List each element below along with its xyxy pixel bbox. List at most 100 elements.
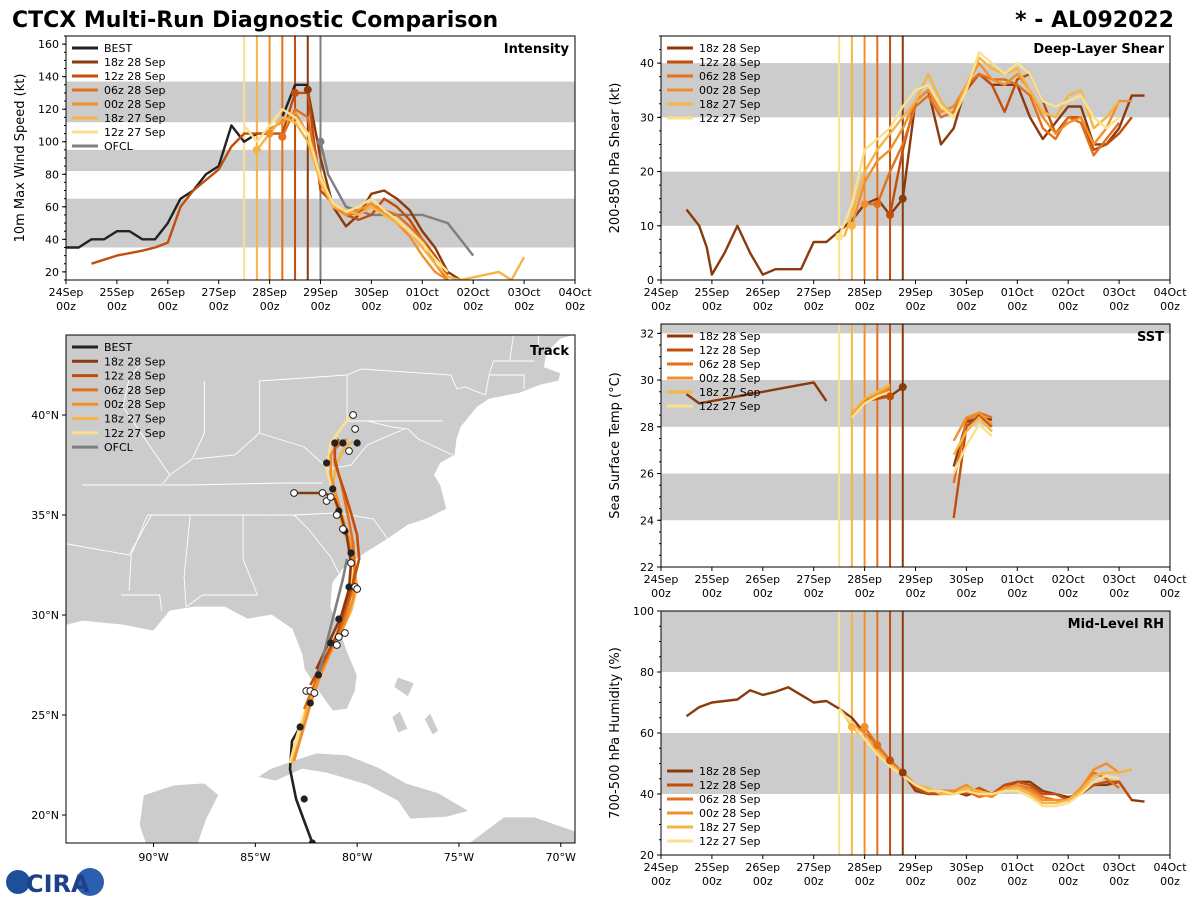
y-tick-label: 100 — [633, 605, 654, 618]
x-tick-label: 30Sep — [949, 861, 984, 874]
x-tick-label: 25Sep — [695, 286, 730, 299]
forecast-track-point — [349, 411, 357, 419]
x-tick-label: 00z — [1058, 587, 1078, 600]
legend-label: 18z 28 Sep — [104, 56, 166, 69]
x-tick-label: 04Oct — [1153, 286, 1187, 299]
forecast-track-point — [341, 629, 349, 637]
y-tick-label: 60 — [45, 201, 59, 214]
x-tick-label: 00z — [753, 587, 773, 600]
land-shape — [138, 782, 220, 843]
land-shape — [391, 710, 409, 734]
legend-label: 18z 27 Sep — [699, 98, 761, 111]
legend-label: 06z 28 Sep — [699, 793, 761, 806]
x-tick-label: 30Sep — [354, 286, 389, 299]
x-tick-label: 00z — [463, 300, 483, 313]
x-tick-label: 00z — [311, 300, 331, 313]
x-tick-label: 25Sep — [100, 286, 135, 299]
y-tick-label: 35°N — [31, 509, 59, 522]
forecast-track-point — [347, 559, 355, 567]
forecast-track-point — [351, 425, 360, 433]
y-tick-label: 80 — [45, 168, 59, 181]
best-track-point — [331, 439, 339, 447]
x-tick-label: 00z — [1160, 300, 1180, 313]
legend-label: 06z 28 Sep — [104, 384, 166, 397]
axes-frame — [65, 334, 576, 844]
series-marker — [847, 221, 856, 230]
state-border — [128, 514, 148, 592]
x-tick-label: 00z — [702, 875, 722, 888]
x-tick-label: 00z — [957, 587, 977, 600]
y-tick-label: 160 — [38, 38, 59, 51]
x-tick-label: 00z — [702, 587, 722, 600]
x-tick-label: 29Sep — [898, 861, 933, 874]
x-tick-label: 00z — [1109, 587, 1129, 600]
y-tick-label: 20 — [640, 166, 654, 179]
x-tick-label: 00z — [565, 300, 585, 313]
forecast-track-point — [332, 511, 341, 519]
x-tick-label: 00z — [702, 300, 722, 313]
series-line — [269, 111, 449, 280]
shaded-band — [661, 380, 1170, 427]
x-tick-label: 02Oct — [457, 286, 491, 299]
panel-track: 90°W 85°W 80°W 75°W 70°W 20°N 25°N 30°N 35°N 40°N… — [31, 334, 576, 864]
x-tick-label: 24Sep — [644, 573, 679, 586]
forecast-track-point — [345, 447, 353, 455]
x-tick-label: 01Oct — [1001, 573, 1035, 586]
y-tick-label: 40 — [640, 57, 654, 70]
panel-shear: 01020304024Sep00z25Sep00z26Sep00z27Sep00… — [608, 35, 1187, 313]
x-tick-label: 00z — [753, 875, 773, 888]
legend-label: BEST — [104, 341, 132, 354]
x-tick-label: 02Oct — [1052, 573, 1086, 586]
series-marker — [252, 145, 261, 154]
series-marker — [886, 756, 895, 765]
x-tick-label: 28Sep — [847, 573, 882, 586]
x-tick-label: 24Sep — [49, 286, 84, 299]
y-tick-label: 25°N — [31, 709, 59, 722]
panel-sst: 22242628303224Sep00z25Sep00z26Sep00z27Se… — [608, 323, 1187, 600]
series-marker — [873, 200, 882, 209]
series-marker — [847, 722, 856, 731]
legend-label: 06z 28 Sep — [699, 70, 761, 83]
forecast-track-point — [310, 689, 319, 697]
series-marker — [886, 392, 895, 401]
series-marker — [860, 722, 869, 731]
series-marker — [886, 210, 895, 219]
x-tick-label: 00z — [412, 300, 432, 313]
best-track-point — [314, 671, 323, 679]
legend-label: 12z 27 Sep — [699, 112, 761, 125]
forecast-track-point — [353, 585, 362, 593]
x-tick-label: 01Oct — [1001, 286, 1035, 299]
x-tick-label: 30Sep — [949, 573, 984, 586]
x-tick-label: 00z — [158, 300, 178, 313]
x-tick-label: 00z — [804, 875, 824, 888]
legend-label: 00z 28 Sep — [699, 807, 761, 820]
x-tick-label: 00z — [651, 587, 671, 600]
x-tick-label: 01Oct — [406, 286, 440, 299]
x-tick-label: 00z — [855, 587, 875, 600]
x-tick-label: 27Sep — [796, 286, 831, 299]
x-tick-label: 29Sep — [303, 286, 338, 299]
legend-label: 12z 28 Sep — [699, 779, 761, 792]
legend-label: 12z 28 Sep — [699, 344, 761, 357]
state-border — [293, 514, 340, 574]
x-tick-label: 01Oct — [1001, 861, 1035, 874]
y-tick-label: 120 — [38, 103, 59, 116]
x-tick-label: 00z — [260, 300, 280, 313]
forecast-track-point — [290, 489, 298, 497]
x-tick-label: 25Sep — [695, 861, 730, 874]
x-tick-label: 00z — [1007, 875, 1027, 888]
legend-label: 12z 27 Sep — [104, 427, 166, 440]
shaded-band — [661, 324, 1170, 334]
y-tick-label: 40 — [640, 788, 654, 801]
series-marker — [898, 383, 907, 392]
series-marker — [873, 741, 882, 750]
state-border — [489, 374, 525, 389]
x-tick-label: 28Sep — [847, 286, 882, 299]
series-line — [838, 707, 1120, 808]
legend-label: 18z 28 Sep — [699, 42, 761, 55]
legend-label: OFCL — [104, 441, 134, 454]
legend-label: 18z 28 Sep — [699, 330, 761, 343]
forecast-track-point — [318, 489, 327, 497]
best-track-point — [296, 723, 304, 731]
